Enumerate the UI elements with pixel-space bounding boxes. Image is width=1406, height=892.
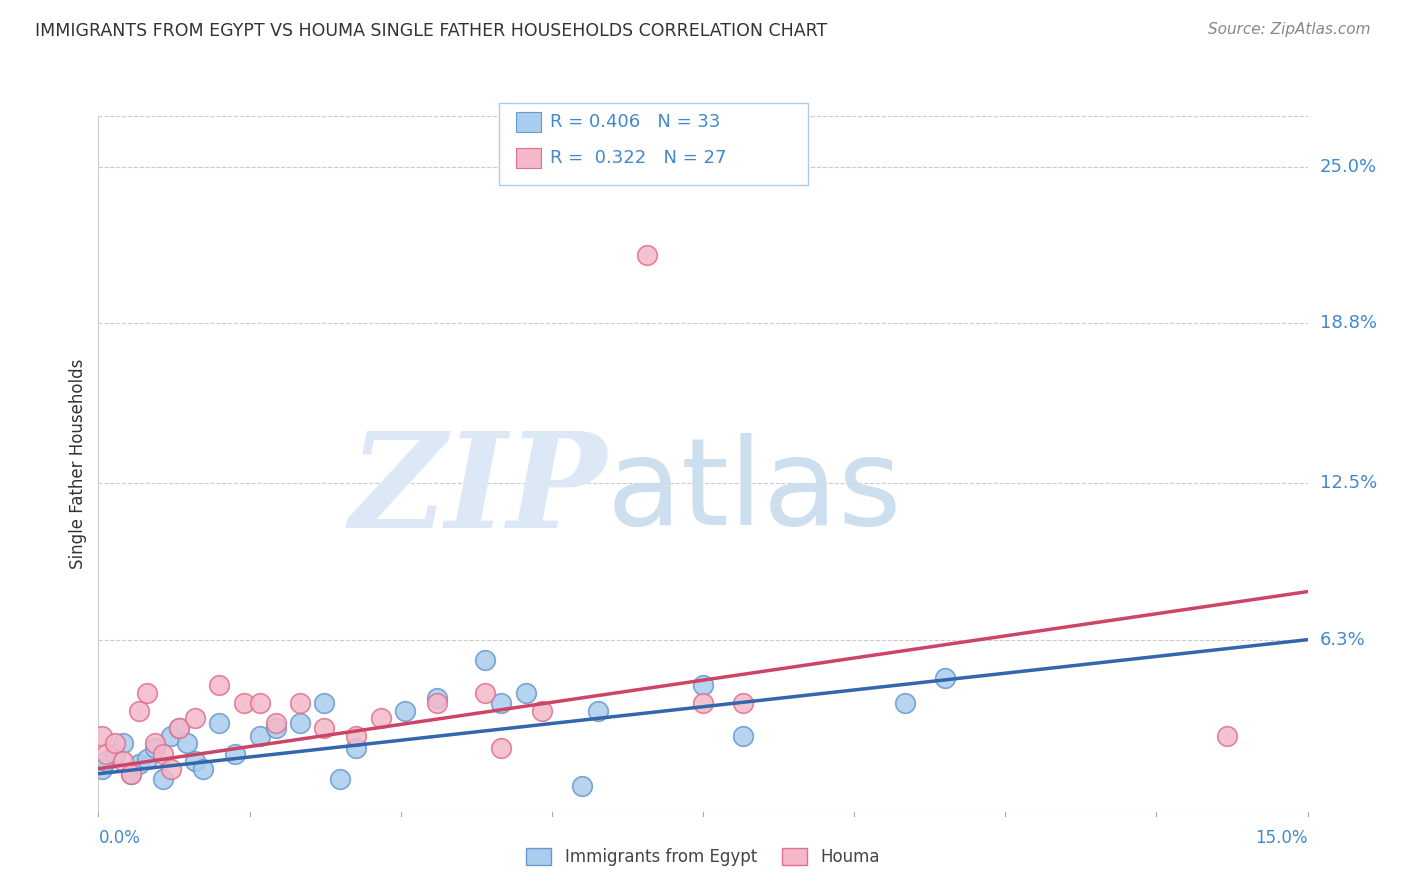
Point [692, 678, 714, 692]
Point [344, 741, 367, 756]
Point [426, 696, 449, 710]
Text: ZIP: ZIP [349, 427, 606, 557]
Point [208, 678, 231, 692]
Point [224, 747, 246, 761]
Point [232, 696, 254, 710]
Point [491, 741, 513, 756]
Point [1216, 729, 1239, 743]
Point [491, 696, 513, 710]
Point [135, 686, 157, 700]
Text: 0.0%: 0.0% [98, 830, 141, 847]
Point [184, 754, 207, 768]
Point [934, 671, 956, 685]
Point [167, 721, 190, 735]
Point [111, 736, 134, 750]
Text: 25.0%: 25.0% [1320, 158, 1376, 176]
Point [184, 711, 207, 725]
Point [394, 704, 416, 718]
Point [120, 766, 142, 780]
Text: R =  0.322   N = 27: R = 0.322 N = 27 [550, 149, 727, 167]
Point [91, 729, 114, 743]
Point [103, 736, 125, 750]
Point [370, 711, 392, 725]
Point [314, 696, 336, 710]
Point [249, 696, 271, 710]
Point [143, 741, 166, 756]
Point [733, 729, 755, 743]
Point [167, 721, 190, 735]
Text: 15.0%: 15.0% [1256, 830, 1308, 847]
Text: Source: ZipAtlas.com: Source: ZipAtlas.com [1208, 22, 1371, 37]
Text: IMMIGRANTS FROM EGYPT VS HOUMA SINGLE FATHER HOUSEHOLDS CORRELATION CHART: IMMIGRANTS FROM EGYPT VS HOUMA SINGLE FA… [35, 22, 827, 40]
Point [249, 729, 271, 743]
Text: atlas: atlas [606, 434, 901, 550]
Point [96, 747, 118, 761]
Point [893, 696, 915, 710]
Point [176, 736, 198, 750]
Point [515, 686, 537, 700]
Point [264, 716, 287, 731]
Point [120, 766, 142, 780]
Point [264, 721, 287, 735]
Point [636, 248, 658, 262]
Point [314, 721, 336, 735]
Point [344, 729, 367, 743]
Point [96, 754, 118, 768]
Point [586, 704, 609, 718]
Point [143, 736, 166, 750]
Point [571, 780, 593, 794]
Point [426, 690, 449, 705]
Point [530, 704, 553, 718]
Text: R = 0.406   N = 33: R = 0.406 N = 33 [550, 113, 720, 131]
Point [733, 696, 755, 710]
Point [160, 762, 183, 776]
Y-axis label: Single Father Households: Single Father Households [69, 359, 87, 569]
Point [474, 653, 496, 667]
Point [103, 747, 125, 761]
Point [152, 772, 174, 786]
Point [135, 751, 157, 765]
Text: 12.5%: 12.5% [1320, 474, 1376, 491]
Text: 18.8%: 18.8% [1320, 314, 1376, 333]
Point [474, 686, 496, 700]
Point [329, 772, 352, 786]
Point [128, 704, 150, 718]
Point [692, 696, 714, 710]
Point [193, 762, 215, 776]
Text: 6.3%: 6.3% [1320, 631, 1365, 648]
Point [288, 716, 311, 731]
Point [128, 756, 150, 771]
Point [152, 747, 174, 761]
Legend: Immigrants from Egypt, Houma: Immigrants from Egypt, Houma [520, 841, 886, 873]
Point [111, 754, 134, 768]
Point [160, 729, 183, 743]
Point [208, 716, 231, 731]
Point [288, 696, 311, 710]
Point [91, 762, 114, 776]
